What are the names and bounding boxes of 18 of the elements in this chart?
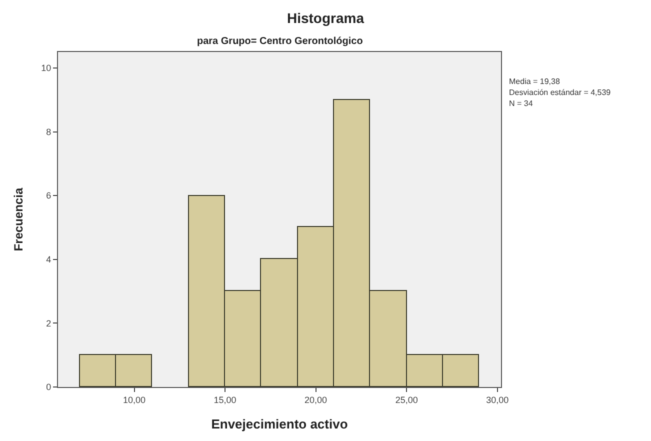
x-tick-label: 20,00 [304, 394, 328, 405]
text: Media = 19,38 [509, 77, 560, 86]
y-tick-label: 6 [46, 190, 52, 201]
y-tick-label: 8 [46, 126, 52, 137]
chart-title: Histograma [286, 10, 364, 26]
x-axis-title: Envejecimiento activo [211, 416, 348, 432]
y-tick-label: 0 [46, 382, 52, 392]
x-tick-label: 10,00 [122, 394, 146, 405]
x-tick-label: 30,00 [486, 394, 509, 405]
x-tick-label: 15,00 [214, 394, 236, 405]
y-tick-label: 10 [41, 63, 52, 74]
text: N = 34 [509, 99, 534, 108]
y-tick-label: 4 [46, 254, 52, 265]
y-tick-label: 2 [46, 318, 52, 328]
chart-subtitle: para Grupo= Centro Gerontológico [197, 36, 363, 47]
y-axis-title: Frecuencia [11, 188, 26, 252]
text: Desviación estándar = 4,539 [509, 88, 612, 97]
x-tick-label: 25,00 [395, 394, 418, 405]
